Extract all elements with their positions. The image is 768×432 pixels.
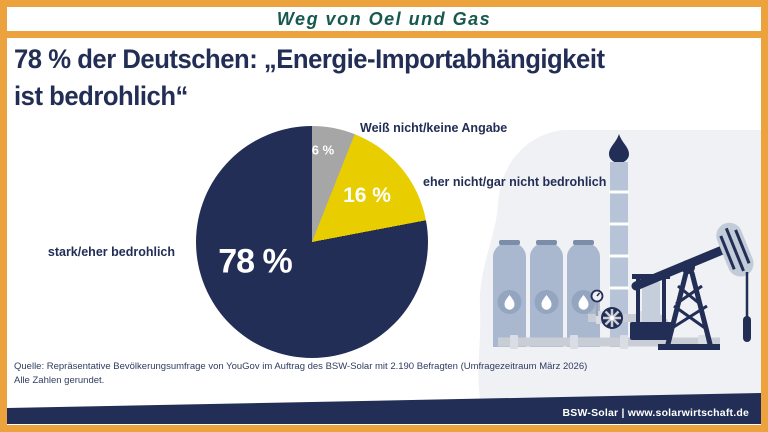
top-banner: Weg von Oel und Gas: [7, 7, 761, 31]
slice-label-stark: stark/eher bedrohlich: [47, 245, 175, 259]
source-note: Quelle: Repräsentative Bevölkerungsumfra…: [14, 360, 587, 388]
pie-value-eher-nicht: 16 %: [343, 184, 391, 207]
slice-label-eher-nicht: eher nicht/gar nicht bedrohlich: [423, 175, 607, 189]
pie-value-weiss-nicht: 6 %: [311, 142, 335, 158]
flare-stack-icon: [609, 134, 629, 347]
gold-divider: [7, 31, 761, 38]
banner-title: Weg von Oel und Gas: [276, 8, 492, 29]
source-line1: Quelle: Repräsentative Bevölkerungsumfra…: [14, 361, 588, 372]
content-area: 78 % der Deutschen: „Energie-Importabhän…: [7, 38, 761, 425]
oil-gas-illustration: [478, 130, 761, 424]
headline: 78 % der Deutschen: „Energie-Importabhän…: [14, 41, 605, 115]
pump-jack-icon: [630, 222, 754, 350]
footer-brand-url: BSW-Solar | www.solarwirtschaft.de: [562, 407, 749, 419]
valve-icon: [601, 307, 623, 329]
droplet-icon: [497, 290, 596, 314]
storage-tanks-icon: [493, 240, 600, 347]
pressure-gauge-icon: [590, 289, 604, 316]
headline-line2: ist bedrohlich“: [14, 81, 188, 111]
slice-label-weiss-nicht: Weiß nicht/keine Angabe: [360, 121, 508, 135]
source-line2: Alle Zahlen gerundet.: [14, 375, 105, 386]
pie-chart: 78 % 16 % 6 %: [196, 126, 428, 358]
headline-line1: 78 % der Deutschen: „Energie-Importabhän…: [14, 44, 605, 74]
pie-value-stark: 78 %: [218, 242, 292, 281]
